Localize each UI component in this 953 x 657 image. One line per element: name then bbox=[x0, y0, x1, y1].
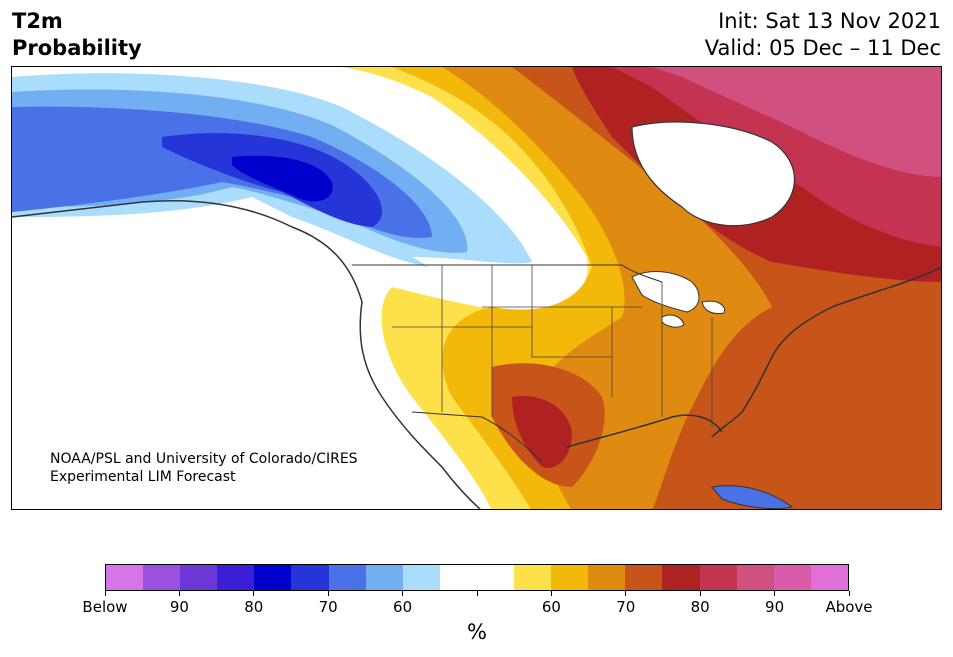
legend-color-cell bbox=[143, 565, 181, 590]
legend-color-cell bbox=[551, 565, 589, 590]
legend-color-cell bbox=[514, 565, 552, 590]
legend-color-cell bbox=[217, 565, 255, 590]
probability-map: NOAA/PSL and University of Colorado/CIRE… bbox=[11, 66, 942, 510]
credit-line-1: NOAA/PSL and University of Colorado/CIRE… bbox=[50, 451, 358, 467]
legend-tick bbox=[774, 591, 776, 596]
title-line-2: Probability bbox=[12, 36, 142, 60]
legend-tick-label: 60 bbox=[541, 598, 561, 616]
legend-color-cell bbox=[588, 565, 626, 590]
legend-color-cell bbox=[180, 565, 218, 590]
legend-color-cell bbox=[662, 565, 700, 590]
us-mexico-border bbox=[411, 411, 543, 463]
near-normal-zone bbox=[292, 77, 582, 309]
legend-color-cell bbox=[810, 565, 848, 590]
legend-tick-label: 60 bbox=[393, 598, 413, 616]
legend-tick-label: 80 bbox=[244, 598, 264, 616]
gulf-coast bbox=[566, 414, 723, 448]
great-lakes bbox=[631, 271, 726, 328]
valid-range: Valid: 05 Dec – 11 Dec bbox=[704, 36, 941, 60]
credit-line-2: Experimental LIM Forecast bbox=[50, 469, 236, 485]
legend-color-cell bbox=[254, 565, 292, 590]
legend-tick bbox=[402, 591, 404, 596]
legend-color-cell bbox=[736, 565, 774, 590]
legend-unit: % bbox=[467, 620, 487, 644]
color-legend-bar bbox=[105, 564, 849, 591]
legend-tick-label: Below bbox=[82, 598, 128, 616]
legend-tick-label: 70 bbox=[318, 598, 338, 616]
above-texas-core bbox=[512, 396, 572, 468]
state-lines bbox=[392, 265, 713, 427]
legend-tick-label: 90 bbox=[169, 598, 189, 616]
legend-color-cell bbox=[106, 565, 144, 590]
legend-color-cell bbox=[439, 565, 477, 590]
legend-tick bbox=[550, 591, 552, 596]
legend-color-cell bbox=[291, 565, 329, 590]
legend-tick bbox=[476, 591, 478, 596]
legend-tick bbox=[178, 591, 180, 596]
legend-tick bbox=[327, 591, 329, 596]
us-canada-border bbox=[352, 264, 663, 283]
hudson-bay bbox=[631, 121, 795, 227]
legend-color-cell bbox=[328, 565, 366, 590]
init-date: Init: Sat 13 Nov 2021 bbox=[718, 9, 941, 33]
map-canvas bbox=[12, 67, 941, 509]
title-line-1: T2m bbox=[12, 9, 63, 33]
map-credit: NOAA/PSL and University of Colorado/CIRE… bbox=[50, 450, 358, 486]
legend-tick bbox=[848, 591, 850, 596]
coastline bbox=[12, 199, 481, 509]
legend-tick-label: 70 bbox=[616, 598, 636, 616]
legend-tick-label: 80 bbox=[690, 598, 710, 616]
east-coastline bbox=[711, 266, 941, 438]
legend-color-cell bbox=[402, 565, 440, 590]
above-extreme-zone bbox=[652, 67, 941, 177]
legend-tick-label: 90 bbox=[765, 598, 785, 616]
legend-color-cell bbox=[773, 565, 811, 590]
legend-tick bbox=[699, 591, 701, 596]
legend-tick bbox=[625, 591, 627, 596]
legend-tick-label: Above bbox=[825, 598, 873, 616]
legend-color-cell bbox=[699, 565, 737, 590]
legend-tick bbox=[253, 591, 255, 596]
legend-tick bbox=[104, 591, 106, 596]
below-extreme-zone bbox=[232, 155, 333, 202]
forecast-dates: Init: Sat 13 Nov 2021 Valid: 05 Dec – 11… bbox=[705, 8, 941, 62]
cuba bbox=[711, 485, 794, 509]
legend-color-cell bbox=[365, 565, 403, 590]
legend-color-cell bbox=[625, 565, 663, 590]
map-title: T2m Probability bbox=[12, 8, 142, 62]
legend-color-cell bbox=[476, 565, 515, 590]
